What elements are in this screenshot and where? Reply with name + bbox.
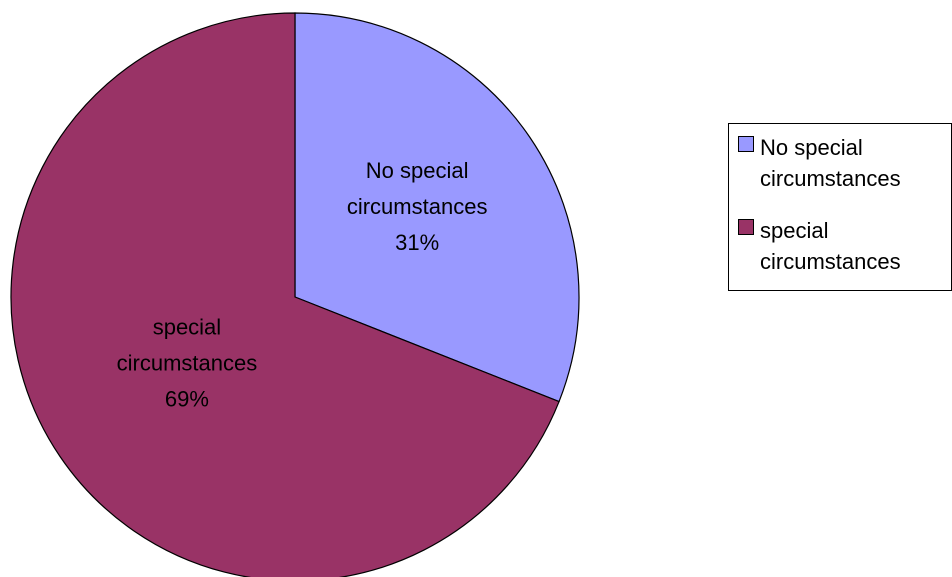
legend-label-line1: special: [760, 218, 829, 243]
legend-swatch-special: [738, 219, 754, 235]
data-label-1: special circumstances 69%: [117, 314, 258, 411]
data-label-line: circumstances: [347, 194, 488, 219]
legend: No special circumstances special circums…: [728, 123, 952, 291]
legend-label-line2: circumstances: [760, 249, 901, 274]
data-label-0: No special circumstances 31%: [347, 158, 488, 255]
data-label-line: 31%: [395, 230, 439, 255]
legend-label-line1: No special: [760, 135, 863, 160]
data-label-line: circumstances: [117, 350, 258, 375]
pie-slice-0: [294, 12, 580, 403]
pie-slice-1: [10, 12, 560, 577]
data-labels-group: No special circumstances 31% special circums…: [117, 158, 488, 411]
slices-group: [10, 12, 580, 577]
data-label-line: 69%: [165, 386, 209, 411]
data-label-line: No special: [366, 158, 469, 183]
legend-label-special: special circumstances: [760, 215, 950, 277]
data-label-line: special: [153, 314, 221, 339]
legend-label-line2: circumstances: [760, 166, 901, 191]
legend-swatch-no-special: [738, 136, 754, 152]
legend-label-no-special: No special circumstances: [760, 132, 950, 194]
